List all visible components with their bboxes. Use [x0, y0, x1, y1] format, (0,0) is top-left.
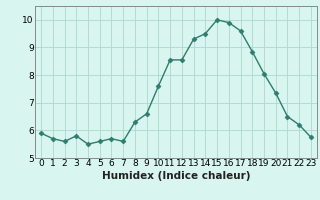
X-axis label: Humidex (Indice chaleur): Humidex (Indice chaleur) [102, 171, 250, 181]
